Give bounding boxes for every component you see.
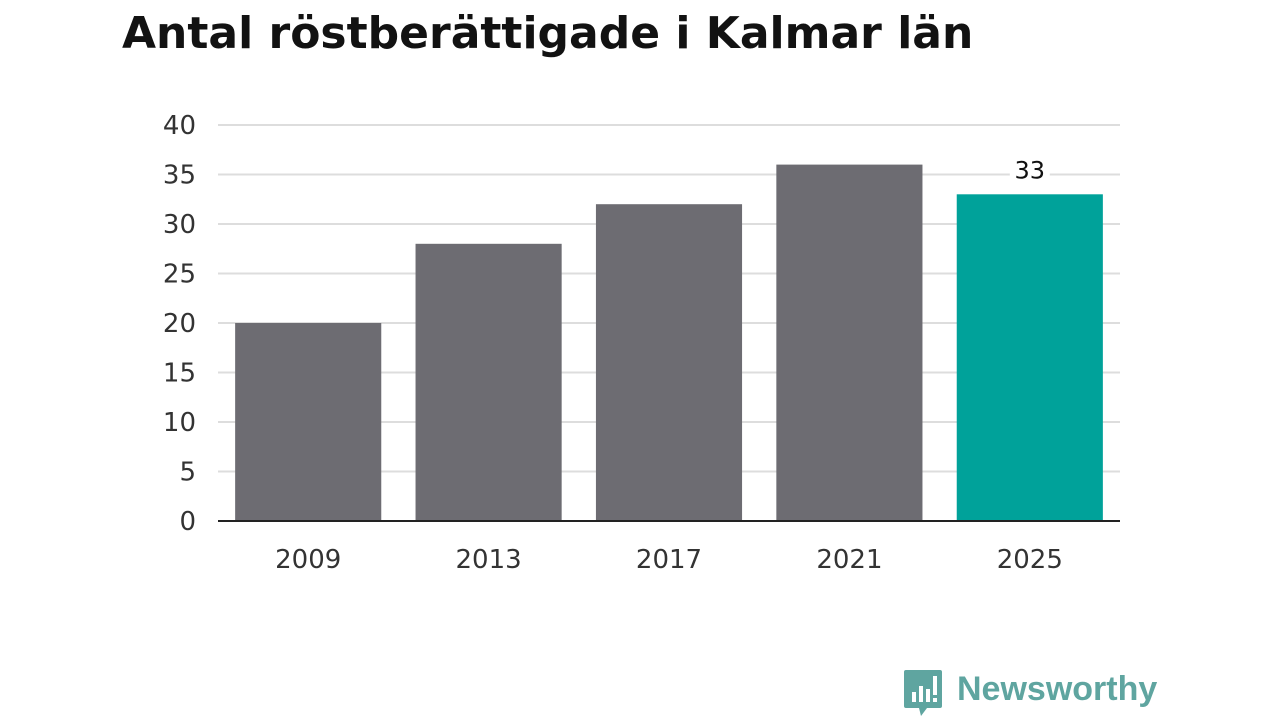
data-label-2025: 33 xyxy=(1015,156,1046,184)
data-label-background xyxy=(1009,154,1050,183)
chart-title: Antal röstberättigade i Kalmar län xyxy=(122,8,974,59)
bars xyxy=(235,164,1103,522)
data-labels: 33 xyxy=(1009,154,1050,184)
y-tick-label: 20 xyxy=(163,309,196,339)
y-tick-label: 10 xyxy=(163,408,196,438)
x-tick-label: 2009 xyxy=(275,545,341,575)
bar-2017 xyxy=(595,204,743,521)
brand-name: Newsworthy xyxy=(957,670,1158,708)
y-tick-label: 15 xyxy=(163,359,196,389)
y-tick-label: 0 xyxy=(179,507,196,537)
y-tick-label: 40 xyxy=(163,111,196,141)
bar-2009 xyxy=(235,323,382,521)
bar-chart-speech-bubble-icon xyxy=(904,670,942,716)
bar-2013 xyxy=(415,243,562,522)
x-tick-label: 2017 xyxy=(636,545,702,575)
x-tick-label: 2021 xyxy=(816,545,882,575)
y-tick-label: 30 xyxy=(163,210,196,240)
x-axis-ticks: 2009 2013 2017 2021 2025 xyxy=(275,545,1063,575)
y-tick-label: 25 xyxy=(163,260,196,290)
bar-2021 xyxy=(776,164,923,521)
x-tick-label: 2025 xyxy=(997,545,1063,575)
newsworthy-logo: Newsworthy xyxy=(903,668,1157,718)
y-tick-label: 35 xyxy=(163,161,196,191)
x-tick-label: 2013 xyxy=(456,545,522,575)
bar-2025 xyxy=(956,194,1103,522)
y-tick-label: 5 xyxy=(179,458,196,488)
y-axis-ticks: 0 5 10 15 20 25 30 35 40 xyxy=(163,111,196,537)
